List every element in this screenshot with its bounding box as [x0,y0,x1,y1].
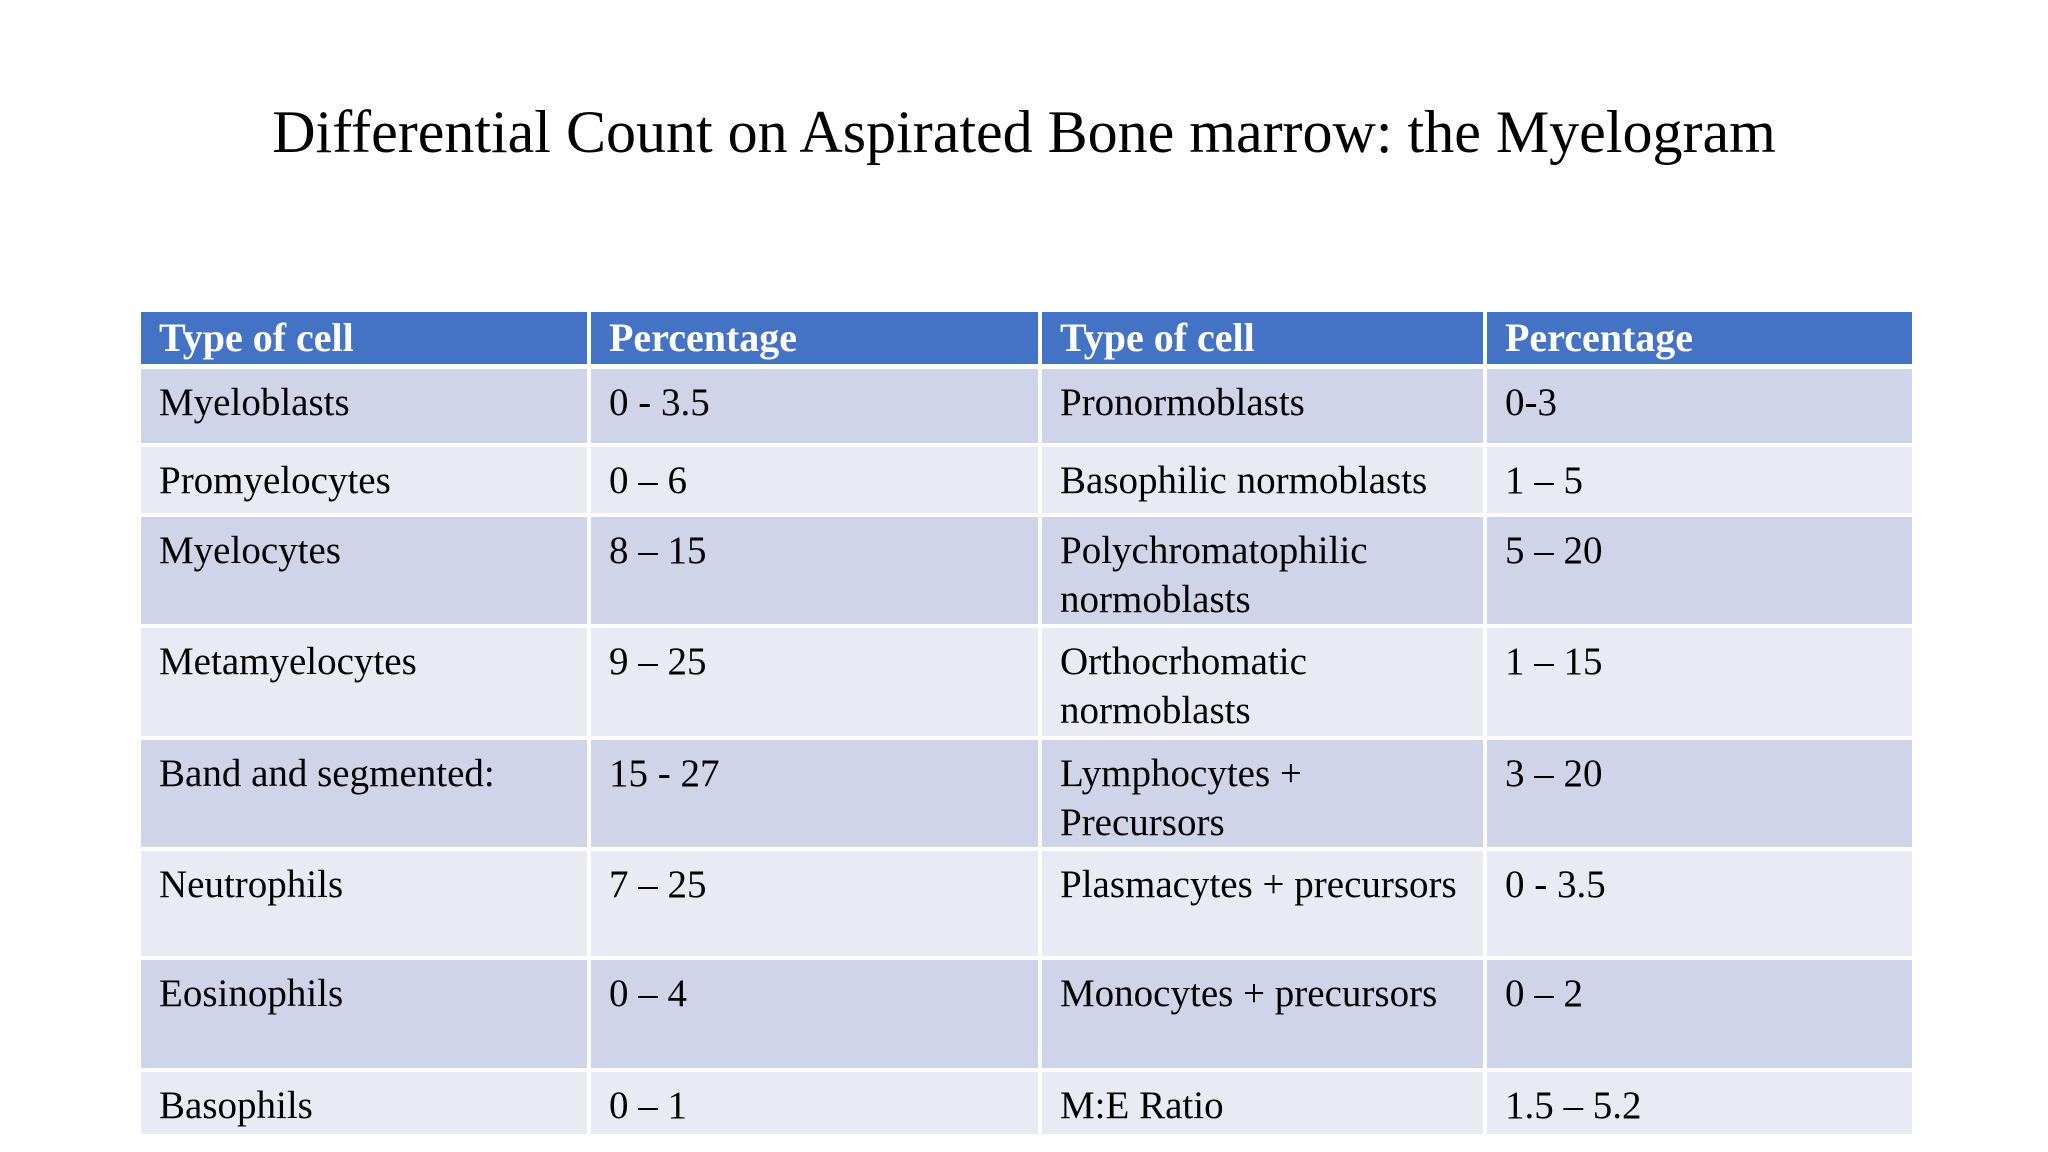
table-cell: 0-3 [1487,369,1916,447]
table-cell: Eosinophils [141,959,591,1072]
table-cell: M:E Ratio [1042,1071,1487,1138]
table-cell: Basophilic normoblasts [1042,447,1487,517]
table-cell: Myelocytes [141,517,591,629]
table-cell: 5 – 20 [1487,517,1916,629]
slide-title: Differential Count on Aspirated Bone mar… [272,99,1776,165]
table-row: Promyelocytes 0 – 6 Basophilic normoblas… [141,447,1916,517]
table-cell: Neutrophils [141,850,591,960]
table-cell: 9 – 25 [591,628,1042,740]
table-cell: Orthocrhomatic normoblasts [1042,628,1487,740]
table-cell: 0 – 4 [591,959,1042,1072]
table-cell: Pronormoblasts [1042,369,1487,447]
table-cell: Polychromatophilic normoblasts [1042,517,1487,629]
table-cell: 0 – 1 [591,1071,1042,1138]
table-cell: Lymphocytes + Precursors [1042,739,1487,851]
table-cell: 0 – 6 [591,447,1042,517]
table-cell: 0 – 2 [1487,959,1916,1072]
table-row: Myeloblasts 0 - 3.5 Pronormoblasts 0-3 [141,369,1916,447]
table-cell: 15 - 27 [591,739,1042,851]
table-cell: Band and segmented: [141,739,591,851]
table-cell: 3 – 20 [1487,739,1916,851]
table-header-row: Type of cell Percentage Type of cell Per… [141,312,1916,369]
table-cell: Promyelocytes [141,447,591,517]
table-cell: Metamyelocytes [141,628,591,740]
table-row: Band and segmented: 15 - 27 Lymphocytes … [141,739,1916,851]
table-row: Neutrophils 7 – 25 Plasmacytes + precurs… [141,850,1916,960]
table-cell: Plasmacytes + precursors [1042,850,1487,960]
table-row: Myelocytes 8 – 15 Polychromatophilic nor… [141,517,1916,629]
table-row: Basophils 0 – 1 M:E Ratio 1.5 – 5.2 [141,1071,1916,1138]
table-cell: 7 – 25 [591,850,1042,960]
table-cell: Monocytes + precursors [1042,959,1487,1072]
table-cell: Basophils [141,1071,591,1138]
table-header-cell: Type of cell [141,312,591,369]
table-header-cell: Percentage [1487,312,1916,369]
myelogram-table: Type of cell Percentage Type of cell Per… [141,312,1916,1138]
table-cell: Myeloblasts [141,369,591,447]
table-row: Eosinophils 0 – 4 Monocytes + precursors… [141,959,1916,1072]
table-cell: 0 - 3.5 [591,369,1042,447]
table-cell: 1.5 – 5.2 [1487,1071,1916,1138]
table-header-cell: Percentage [591,312,1042,369]
table-header-cell: Type of cell [1042,312,1487,369]
table-cell: 0 - 3.5 [1487,850,1916,960]
table-cell: 8 – 15 [591,517,1042,629]
table-cell: 1 – 5 [1487,447,1916,517]
table-cell: 1 – 15 [1487,628,1916,740]
table-row: Metamyelocytes 9 – 25 Orthocrhomatic nor… [141,628,1916,740]
